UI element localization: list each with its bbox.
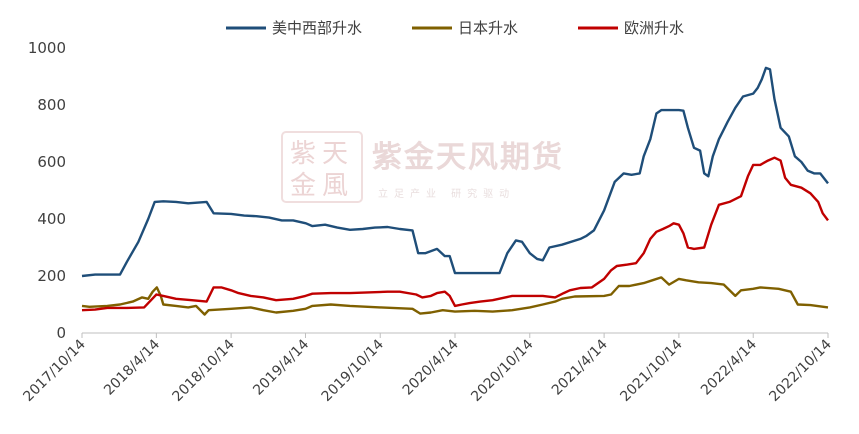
watermark-logo-char-2: 天 [322,139,348,169]
legend-label-series-2: 日本升水 [458,19,518,37]
x-tick-label: 2020/10/14 [468,336,536,404]
watermark: 紫 天 金 風 紫金天风期货 立足产业 研究驱动 [281,131,564,203]
watermark-name: 紫金天风期货 [372,140,564,175]
x-tick-label: 2020/4/14 [400,336,462,398]
series-line-2 [81,276,829,316]
series-line-3 [81,156,829,312]
legend-label-series-1: 美中西部升水 [272,19,362,37]
y-tick-label: 0 [56,324,66,342]
x-tick-label: 2021/10/14 [617,336,685,404]
x-axis: 2017/10/14 2018/4/14 2018/10/14 2019/4/14 20… [20,332,835,405]
x-tick-label: 2022/4/14 [698,336,760,398]
y-axis: 0 200 400 600 800 1000 [28,39,66,342]
plot-area [81,66,829,316]
x-tick-label: 2021/4/14 [549,336,611,398]
y-tick-label: 200 [37,267,66,285]
series-line-1 [81,66,829,278]
y-tick-label: 600 [37,153,66,171]
x-tick-label: 2018/4/14 [101,336,163,398]
y-tick-label: 1000 [28,39,66,57]
legend-item-series-1: 美中西部升水 [226,19,362,37]
x-tick-label: 2019/10/14 [319,336,387,404]
legend: 美中西部升水 日本升水 欧洲升水 [226,19,684,37]
legend-item-series-2: 日本升水 [412,19,518,37]
watermark-logo-char-4: 風 [322,171,348,201]
legend-label-series-3: 欧洲升水 [624,19,684,37]
y-tick-label: 400 [37,210,66,228]
x-tick-label: 2018/10/14 [170,336,238,404]
watermark-logo-char-3: 金 [290,171,316,201]
x-tick-label: 2022/10/14 [766,336,834,404]
watermark-logo: 紫 天 金 風 [281,131,363,203]
legend-item-series-3: 欧洲升水 [578,19,684,37]
x-tick-label: 2019/4/14 [250,336,312,398]
y-tick-label: 800 [37,96,66,114]
watermark-tagline: 立足产业 研究驱动 [378,187,515,200]
x-tick-label: 2017/10/14 [20,336,88,404]
watermark-logo-char-1: 紫 [290,139,316,169]
